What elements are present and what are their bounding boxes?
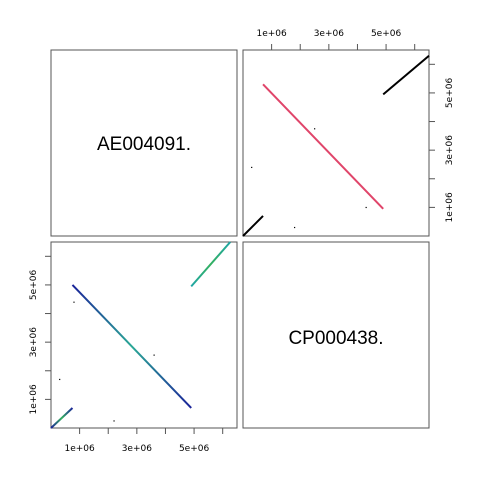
bottom-tick-label: 5e+06 xyxy=(179,444,210,454)
panel-frame-top-right xyxy=(242,49,430,237)
right-tick-label: 5e+06 xyxy=(445,78,455,109)
upper-point xyxy=(251,166,253,169)
upper-segment-forward xyxy=(242,215,264,237)
upper-segment-forward xyxy=(382,54,430,96)
lower-point xyxy=(73,301,75,303)
right-tick-label: 1e+06 xyxy=(445,192,455,223)
panel-frame-bottom-right xyxy=(242,241,430,429)
upper-point xyxy=(365,206,367,209)
top-tick-label: 5e+06 xyxy=(371,29,402,39)
lower-segment-forward xyxy=(190,241,232,288)
bottom-tick-label: 1e+06 xyxy=(64,444,95,454)
top-tick-label: 3e+06 xyxy=(314,29,345,39)
left-tick-label: 5e+06 xyxy=(29,270,39,301)
upper-point xyxy=(294,226,296,229)
lower-point xyxy=(59,378,61,381)
right-tick-label: 3e+06 xyxy=(445,135,455,166)
panel-frame-bottom-left xyxy=(50,241,238,429)
chart-marks xyxy=(50,54,430,429)
upper-point xyxy=(314,128,316,130)
lower-point xyxy=(153,354,155,356)
lower-segment-forward xyxy=(50,407,74,429)
lower-point xyxy=(113,420,115,422)
genome-label-top-left: AE004091. xyxy=(97,134,191,155)
left-tick-label: 1e+06 xyxy=(29,384,39,415)
left-tick-label: 3e+06 xyxy=(29,327,39,358)
top-tick-label: 1e+06 xyxy=(256,29,287,39)
genome-label-bottom-right: CP000438. xyxy=(288,328,383,349)
panel-frame-top-left xyxy=(50,49,238,237)
chart-axes: 1e+06 1e+06 1e+06 1e+06 3e+06 3e+06 3e+06 3e+06… xyxy=(29,29,455,454)
upper-segment-reverse xyxy=(262,83,384,210)
lower-segment-reverse xyxy=(71,284,192,409)
bottom-tick-label: 3e+06 xyxy=(122,444,153,454)
